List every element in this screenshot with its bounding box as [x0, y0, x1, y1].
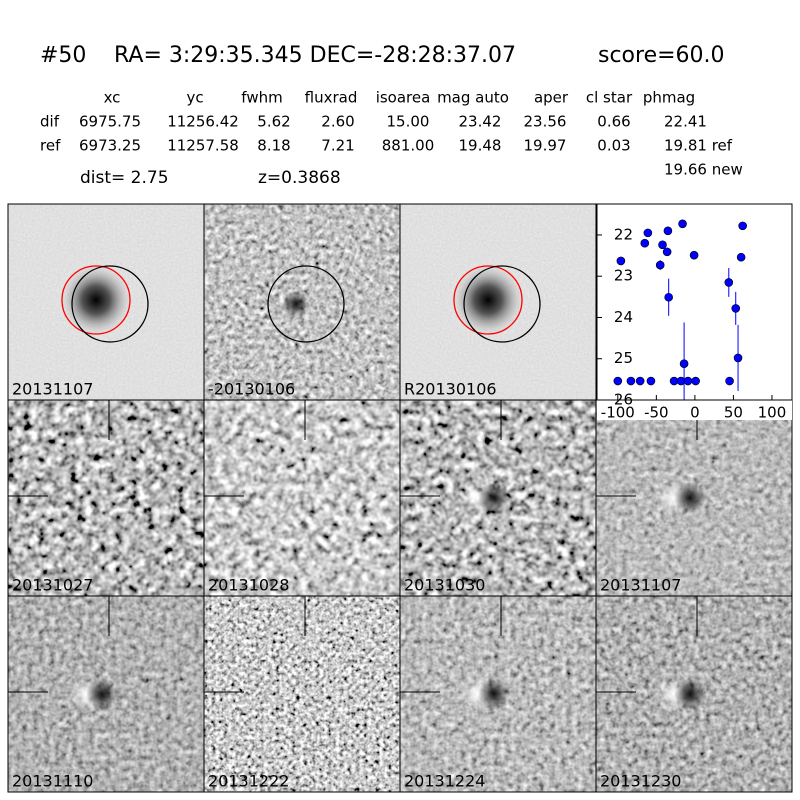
data-point [663, 226, 673, 236]
source-blob [282, 290, 310, 318]
data-point [664, 292, 673, 302]
source-blob [56, 260, 136, 340]
residual-dark [674, 482, 706, 514]
y-tick-label: 25 [614, 349, 633, 367]
y-tick-label: 22 [614, 225, 633, 243]
new-mag: 19.66 new [664, 161, 743, 179]
col-header: cl star [586, 89, 633, 107]
col-header: yc [186, 89, 203, 107]
data-point [643, 228, 653, 238]
data-point [655, 260, 665, 270]
data-point [646, 376, 656, 386]
stamp-label: 20131028 [208, 576, 289, 595]
dist: dist= 2.75 [80, 168, 169, 188]
table-cell: 6975.75 [79, 113, 141, 131]
stamp-label: 20131110 [12, 772, 93, 791]
dif-circle [71, 265, 149, 343]
table-cell: 7.21 [321, 137, 354, 155]
col-header: fwhm [241, 89, 282, 107]
table-cell: 8.18 [257, 137, 290, 155]
data-point [691, 376, 700, 386]
data-point [731, 304, 741, 313]
table-cell: 11256.42 [167, 113, 239, 131]
residual-dark [478, 678, 510, 710]
residual-dark [86, 678, 118, 710]
table-cell: 23.56 [524, 113, 567, 131]
stamp-label: 20131230 [600, 772, 681, 791]
x-tick-label: 50 [724, 404, 743, 422]
table-cell: 19.97 [524, 137, 567, 155]
redshift: z=0.3868 [258, 168, 341, 188]
data-point [733, 353, 743, 363]
col-header: isoarea [376, 89, 431, 107]
col-header: aper [534, 89, 569, 107]
data-point [678, 219, 687, 229]
data-point [689, 250, 699, 260]
cand-id: #50 [40, 43, 86, 68]
y-tick-label: 24 [614, 308, 633, 326]
table-cell: 881.00 [382, 137, 435, 155]
table-cell: 2.60 [321, 113, 354, 131]
ref-circle [453, 265, 523, 335]
data-point [616, 256, 626, 266]
data-point [738, 221, 747, 231]
col-header: fluxrad [305, 89, 358, 107]
stamp-label: 20131222 [208, 772, 289, 791]
score: score=60.0 [598, 43, 725, 68]
col-header: phmag [643, 89, 695, 107]
ref-circle [61, 265, 131, 335]
plot-bg [597, 204, 792, 400]
y-tick-label: 23 [614, 267, 633, 285]
data-point [613, 376, 623, 386]
stamp-label: 20131107 [600, 576, 681, 595]
stamp-label: 20131030 [404, 576, 485, 595]
data-point [724, 278, 734, 287]
data-point [662, 247, 672, 257]
data-point [640, 238, 650, 248]
table-cell: 15.00 [387, 113, 430, 131]
xlabel-bg [597, 400, 792, 420]
table-cell: 5.62 [257, 113, 290, 131]
data-point [626, 376, 636, 386]
stamp-label: 20131027 [12, 576, 93, 595]
data-point [725, 376, 734, 386]
stamp-label: R20130106 [404, 380, 497, 399]
table-cell: 23.42 [459, 113, 502, 131]
data-point [679, 359, 689, 368]
table-cell: 19.48 [459, 137, 502, 155]
table-cell: dif [40, 113, 60, 131]
table-cell: 0.03 [597, 137, 630, 155]
stamp-label: -20130106 [208, 380, 295, 399]
coords: RA= 3:29:35.345 DEC=-28:28:37.07 [114, 43, 516, 68]
dif-circle [267, 265, 345, 343]
col-header: mag auto [437, 89, 509, 107]
x-tick-label: -100 [601, 404, 635, 422]
table-cell: ref [40, 137, 61, 155]
stamp-frame [595, 595, 793, 793]
table-cell: 6973.25 [79, 137, 141, 155]
source-blob [448, 260, 528, 340]
data-point [658, 240, 667, 250]
table-cell: 22.41 [664, 113, 707, 131]
x-tick-label: -50 [644, 404, 669, 422]
residual-dark [674, 678, 706, 710]
stamp-label: 20131224 [404, 772, 485, 791]
data-point [736, 252, 746, 262]
table-cell: 19.81 ref [664, 137, 733, 155]
residual-dark [478, 482, 510, 514]
stamp-image [204, 596, 400, 792]
data-point [683, 376, 693, 386]
stamp-image [8, 400, 204, 596]
table-cell: 11257.58 [167, 137, 239, 155]
plot-frame [596, 203, 793, 401]
table-cell: 0.66 [597, 113, 630, 131]
dif-circle [463, 265, 541, 343]
stamp-image [204, 400, 400, 596]
data-point [635, 376, 645, 386]
x-tick-label: 0 [690, 404, 700, 422]
stamp-label: 20131107 [12, 380, 93, 399]
col-header: xc [104, 89, 121, 107]
x-tick-label: 100 [758, 404, 787, 422]
